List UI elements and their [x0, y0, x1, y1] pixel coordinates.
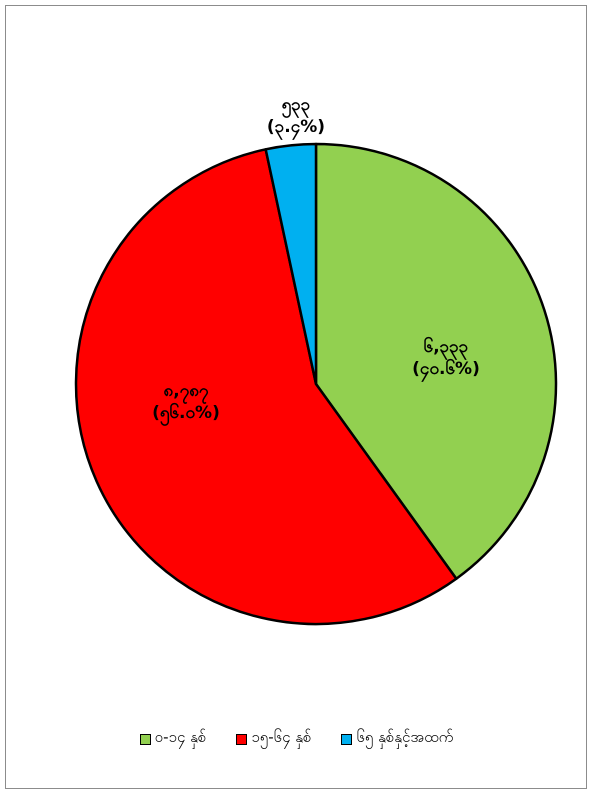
slice-percent-label-2: (၅၆.၀%)	[152, 401, 220, 427]
slice-value-label-1: ၆,၃၃၃	[424, 335, 469, 361]
legend-item-2: ၁၅-၆၄ နှစ်	[236, 728, 311, 750]
slice-percent-label-1: (၄၀.၆%)	[412, 357, 480, 383]
legend-label-1: ၀-၁၄ နှစ်	[154, 728, 207, 746]
pie-slice-2	[74, 148, 458, 626]
legend: ၀-၁၄ နှစ် ၁၅-၆၄ နှစ် ၆၅ နှစ်နှင့်အထက်	[0, 724, 593, 754]
legend-swatch-1	[139, 733, 151, 745]
legend-label-3: ၆၅ နှစ်နှင့်အထက်	[356, 728, 454, 746]
slice-percent-label-3: (၃.၄%)	[267, 117, 325, 141]
legend-swatch-2	[236, 733, 248, 745]
slice-value-label-3: ၅၃၃	[282, 95, 311, 119]
pie-slice-3	[264, 142, 318, 386]
legend-swatch-3	[341, 733, 353, 745]
legend-item-1: ၀-၁၄ နှစ်	[139, 728, 207, 750]
legend-item-3: ၆၅ နှစ်နှင့်အထက်	[341, 728, 453, 750]
legend-label-2: ၁၅-၆၄ နှစ်	[251, 728, 312, 746]
pie-slice-1	[314, 142, 558, 580]
